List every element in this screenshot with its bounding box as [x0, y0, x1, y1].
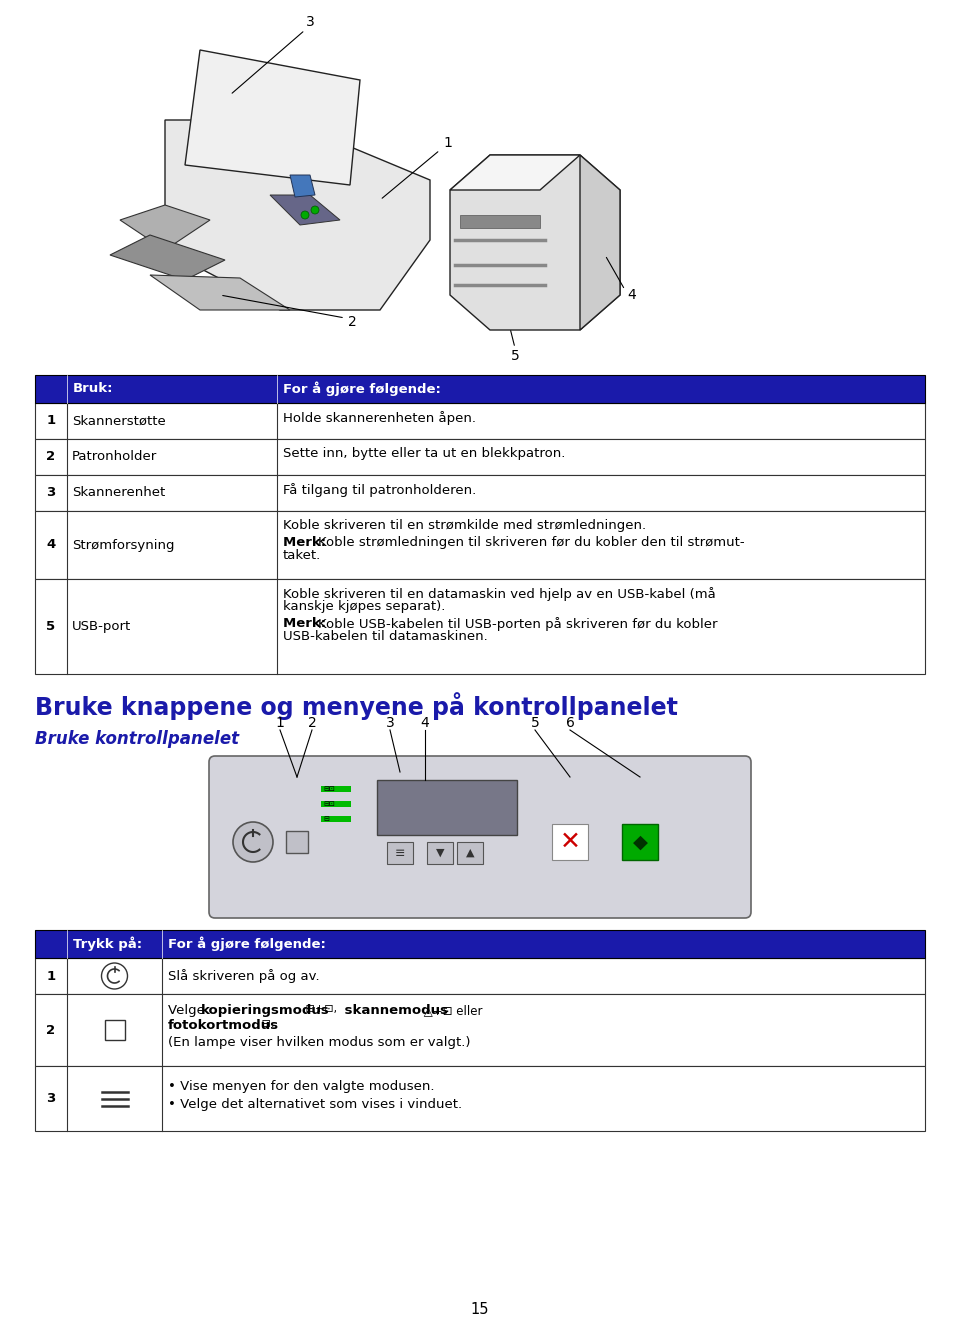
Text: 1: 1	[46, 415, 56, 428]
Text: kopieringsmodus: kopieringsmodus	[201, 1004, 329, 1017]
Text: ≡: ≡	[395, 846, 405, 860]
Bar	[35, 579, 925, 674]
Polygon shape	[450, 155, 620, 331]
Text: 4: 4	[628, 288, 636, 303]
Text: 2: 2	[46, 451, 56, 464]
Text: 4: 4	[46, 539, 56, 552]
Text: Koble skriveren til en strømkilde med strømledningen.: Koble skriveren til en strømkilde med st…	[283, 519, 646, 532]
Text: • Vise menyen for den valgte modusen.: • Vise menyen for den valgte modusen.	[168, 1080, 435, 1093]
Text: Merk:: Merk:	[283, 617, 331, 631]
Text: 1: 1	[46, 969, 56, 982]
Text: ✕: ✕	[560, 830, 581, 854]
Polygon shape	[110, 235, 225, 280]
Text: 5: 5	[511, 349, 519, 363]
Text: 1: 1	[276, 716, 284, 730]
Bar	[35, 994, 925, 1066]
Bar	[35, 511, 925, 579]
Text: Trykk på:: Trykk på:	[73, 937, 142, 952]
Text: ⊟: ⊟	[323, 816, 329, 822]
Circle shape	[311, 207, 319, 215]
Text: taket.: taket.	[283, 549, 322, 563]
Polygon shape	[580, 155, 620, 331]
Text: Skannerstøtte: Skannerstøtte	[72, 415, 166, 428]
Bar	[387, 842, 413, 864]
Polygon shape	[150, 275, 290, 311]
Text: 15: 15	[470, 1302, 490, 1317]
Text: △+⊡ eller: △+⊡ eller	[420, 1004, 483, 1017]
Text: ⊟.: ⊟.	[258, 1018, 275, 1029]
Bar	[377, 780, 517, 834]
Text: Bruk:: Bruk:	[73, 383, 113, 396]
Bar	[35, 375, 925, 403]
Text: Strømforsyning: Strømforsyning	[72, 539, 175, 552]
Text: Sette inn, bytte eller ta ut en blekkpatron.: Sette inn, bytte eller ta ut en blekkpat…	[283, 447, 565, 460]
Text: 3: 3	[46, 1092, 56, 1105]
Text: kanskje kjøpes separat).: kanskje kjøpes separat).	[283, 600, 445, 613]
Bar	[35, 930, 925, 958]
Circle shape	[102, 962, 128, 989]
Text: 1: 1	[444, 136, 452, 151]
Polygon shape	[270, 195, 340, 225]
Text: ⊟⊡: ⊟⊡	[323, 786, 335, 792]
Text: ⊟⊡: ⊟⊡	[323, 801, 335, 806]
Text: 2: 2	[307, 716, 317, 730]
Bar	[105, 1020, 125, 1040]
Text: skannemodus: skannemodus	[340, 1004, 448, 1017]
Text: Bruke kontrollpanelet: Bruke kontrollpanelet	[35, 730, 239, 748]
Bar	[427, 842, 453, 864]
Bar	[552, 824, 588, 860]
Text: ⊟+⊡,: ⊟+⊡,	[302, 1004, 337, 1014]
Text: 2: 2	[348, 315, 356, 329]
FancyBboxPatch shape	[209, 756, 751, 918]
Bar	[321, 801, 351, 806]
Text: For å gjøre følgende:: For å gjøre følgende:	[168, 937, 325, 952]
Polygon shape	[290, 175, 315, 197]
Text: Holde skannerenheten åpen.: Holde skannerenheten åpen.	[283, 411, 476, 425]
Text: Koble USB-kabelen til USB-porten på skriveren før du kobler: Koble USB-kabelen til USB-porten på skri…	[318, 617, 717, 631]
Text: 3: 3	[46, 487, 56, 500]
Bar	[622, 824, 658, 860]
Bar	[35, 475, 925, 511]
Text: USB-kabelen til datamaskinen.: USB-kabelen til datamaskinen.	[283, 631, 488, 643]
Bar	[35, 403, 925, 439]
Circle shape	[301, 211, 309, 219]
Bar	[286, 830, 308, 853]
Polygon shape	[450, 155, 580, 191]
Text: Få tilgang til patronholderen.: Få tilgang til patronholderen.	[283, 483, 476, 497]
Text: ▼: ▼	[436, 848, 444, 858]
Polygon shape	[120, 205, 210, 251]
Text: Bruke knappene og menyene på kontrollpanelet: Bruke knappene og menyene på kontrollpan…	[35, 692, 678, 720]
Text: 5: 5	[46, 620, 56, 633]
Text: Merk:: Merk:	[283, 536, 331, 549]
Text: 5: 5	[531, 716, 540, 730]
Text: Skannerenhet: Skannerenhet	[72, 487, 165, 500]
Text: Patronholder: Patronholder	[72, 451, 157, 464]
Polygon shape	[185, 51, 360, 185]
Text: USB-port: USB-port	[72, 620, 132, 633]
Text: 6: 6	[565, 716, 574, 730]
Text: Velge: Velge	[168, 1004, 209, 1017]
Text: 3: 3	[386, 716, 395, 730]
Text: 2: 2	[46, 1024, 56, 1037]
Text: (En lampe viser hvilken modus som er valgt.): (En lampe viser hvilken modus som er val…	[168, 1036, 470, 1049]
Circle shape	[233, 822, 273, 862]
Text: Slå skriveren på og av.: Slå skriveren på og av.	[168, 969, 320, 982]
Bar	[321, 786, 351, 792]
Text: Koble skriveren til en datamaskin ved hjelp av en USB-kabel (må: Koble skriveren til en datamaskin ved hj…	[283, 587, 716, 601]
Text: 4: 4	[420, 716, 429, 730]
Bar	[457, 842, 483, 864]
Text: Koble strømledningen til skriveren før du kobler den til strømut-: Koble strømledningen til skriveren før d…	[318, 536, 744, 549]
Text: ▲: ▲	[466, 848, 474, 858]
Text: 3: 3	[305, 15, 314, 29]
Bar	[35, 1066, 925, 1130]
Text: fotokortmodus: fotokortmodus	[168, 1018, 279, 1032]
Bar	[35, 958, 925, 994]
Text: ◆: ◆	[633, 833, 647, 852]
Bar	[35, 439, 925, 475]
Text: • Velge det alternativet som vises i vinduet.: • Velge det alternativet som vises i vin…	[168, 1098, 462, 1110]
Text: For å gjøre følgende:: For å gjøre følgende:	[283, 381, 441, 396]
Bar	[321, 816, 351, 822]
Polygon shape	[460, 215, 540, 228]
Polygon shape	[165, 120, 430, 311]
